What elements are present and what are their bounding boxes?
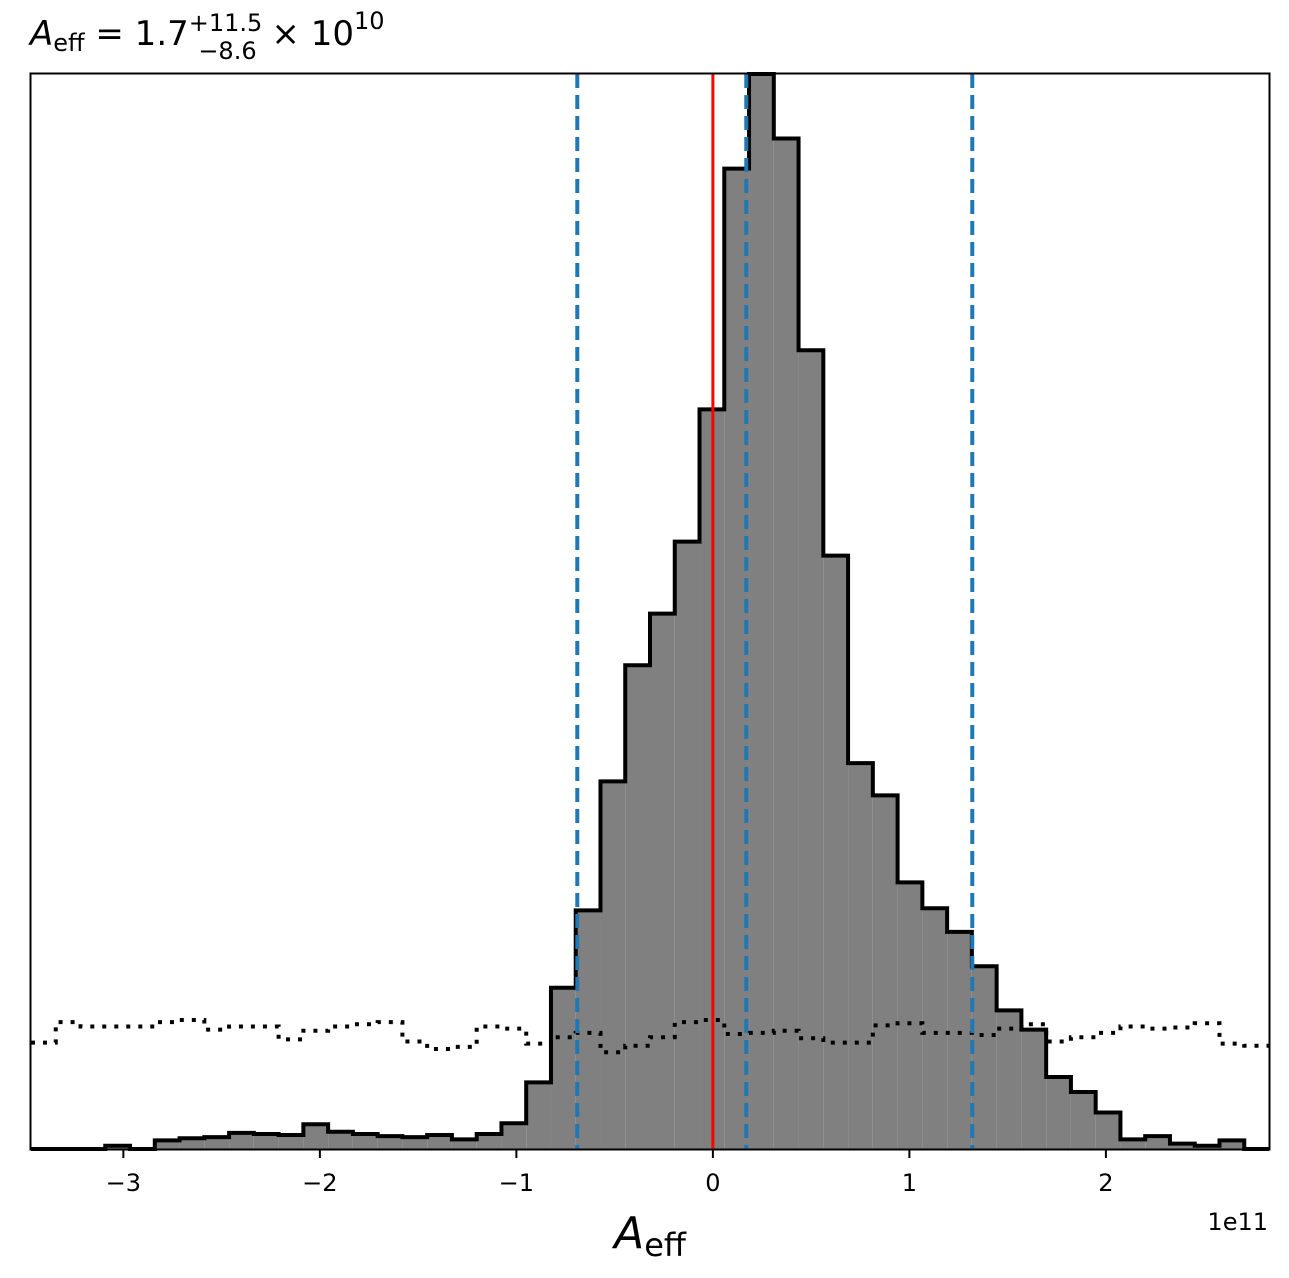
histogram-bar [278,1135,304,1149]
histogram-bar [922,908,948,1149]
histogram-bar [253,1133,279,1149]
x-tick-label: −1 [499,1169,534,1197]
histogram-bar [1095,1112,1121,1149]
histogram-bar [377,1136,403,1149]
x-offset-text: 1e11 [1207,1208,1268,1236]
histogram-bar [204,1137,230,1149]
histogram-bar [823,555,849,1149]
histogram-bar [600,781,626,1149]
histogram-bar [328,1131,353,1149]
plot-area [31,72,1269,1151]
x-axis-label: Aeff [611,1208,687,1264]
histogram-bar [179,1138,205,1149]
histogram-bar [848,763,873,1149]
histogram-bar [971,966,997,1149]
histogram-bar [1021,1029,1047,1149]
title-exponent: 10 [354,7,385,35]
title-err-minus: −8.6 [198,37,256,65]
histogram-bar [550,987,576,1149]
histogram-bar [749,74,774,1149]
chart-title: Aeff = 1.7+11.5 −8.6 × 1010 [28,7,385,65]
histogram-bar [798,350,824,1149]
x-tick-label: 0 [705,1169,720,1197]
histogram-bar [773,138,799,1149]
histogram-bar [476,1133,502,1149]
title-times: × 10 [261,14,354,54]
histogram-bar [427,1135,452,1149]
histogram-bar [872,795,898,1149]
x-axis-ticks: −3 −2 −1 0 1 2 [106,1149,1114,1197]
histogram-bar [229,1132,254,1149]
histogram-bar [1120,1139,1146,1149]
histogram-bar [1219,1140,1245,1149]
histogram-bar [526,1082,551,1149]
histogram-bar [451,1139,477,1149]
histogram-bar [402,1137,428,1149]
histogram-bar [947,931,972,1149]
x-label-symbol: A [611,1208,644,1259]
axes-frame [29,72,1271,1151]
histogram-bar [650,613,675,1149]
histogram-bar [625,665,650,1149]
title-symbol-sub: eff [53,29,85,57]
histogram-bar [154,1140,180,1149]
histogram-bar [303,1124,329,1149]
x-tick-label: 1 [902,1169,917,1197]
prior-histogram-line [31,1018,1269,1055]
histogram-bar [1145,1136,1170,1149]
histogram-bar [352,1133,378,1149]
x-tick-label: −2 [302,1169,337,1197]
histogram-bar [996,1010,1022,1149]
histogram-bar [1046,1076,1071,1149]
posterior-histogram-outline [31,72,1269,1151]
histogram-bar [674,541,700,1149]
x-label-sub: eff [644,1226,687,1264]
title-err-plus: +11.5 [189,9,263,37]
histogram-bar [1169,1143,1195,1149]
histogram-bar [1070,1092,1096,1149]
x-tick-label: −3 [106,1169,141,1197]
histogram-bar [501,1123,527,1149]
title-symbol: A [28,14,53,54]
histogram-bar [897,882,923,1149]
x-tick-label: 2 [1098,1169,1113,1197]
histogram-bar [575,910,601,1149]
title-equals: = 1.7 [85,14,189,54]
